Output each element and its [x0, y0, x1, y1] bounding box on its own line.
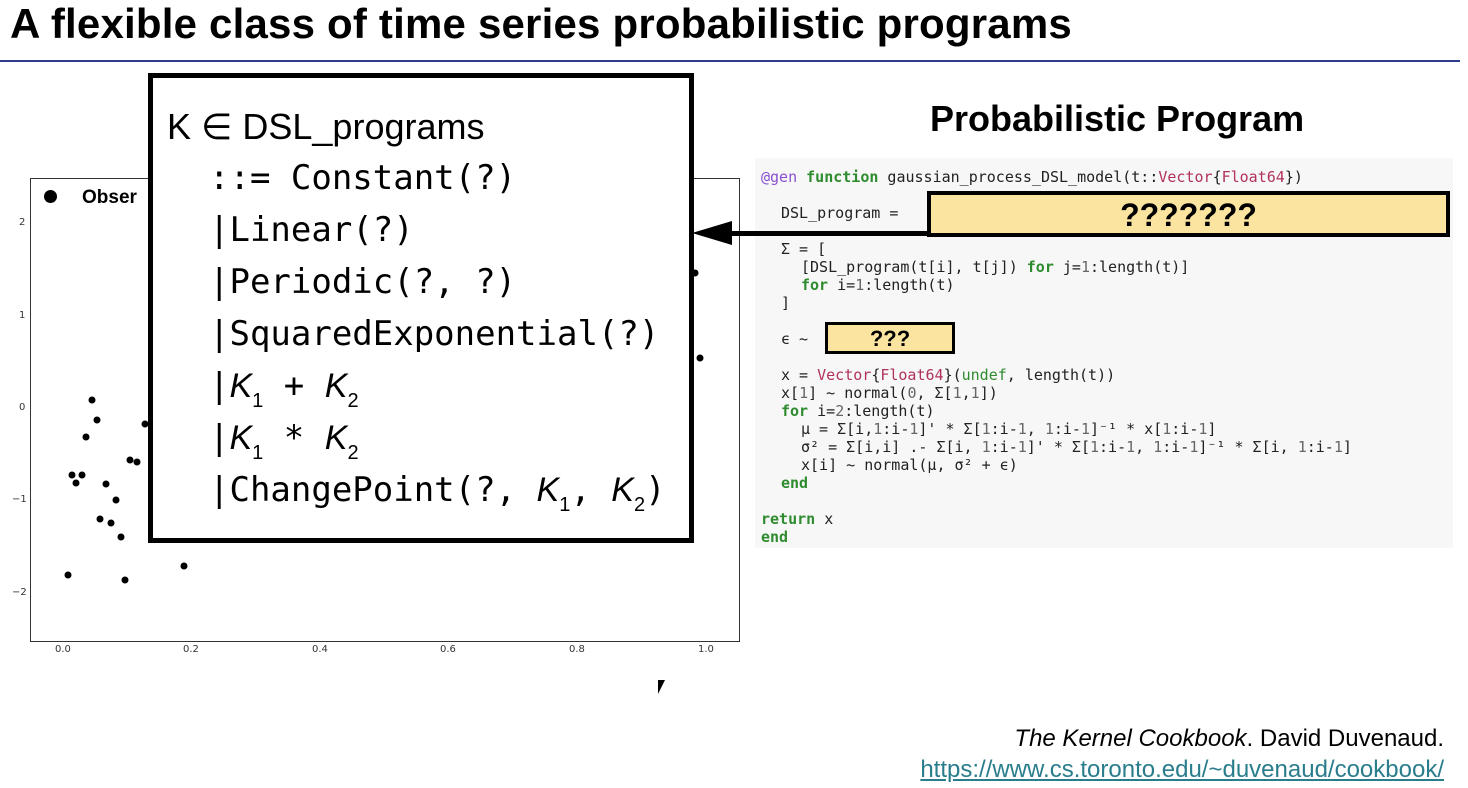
code-line: for i=2:length(t): [781, 402, 935, 420]
y-tick-label: 0: [19, 402, 26, 413]
code-line: ]: [781, 294, 791, 312]
dsl-program-placeholder: ???????: [927, 191, 1450, 237]
data-point: [117, 533, 125, 541]
code-line: end: [761, 528, 789, 546]
data-point: [180, 562, 188, 570]
legend-label: Obser: [82, 187, 137, 208]
x-tick-label: 0.6: [440, 644, 456, 655]
code-line: ϵ ~: [781, 330, 809, 348]
data-point: [96, 515, 104, 523]
data-point: [112, 496, 120, 504]
grammar-box: K ∈ DSL_programs ::= Constant(?) |Linear…: [148, 73, 694, 543]
grammar-rule-linear: |Linear(?): [209, 210, 414, 250]
code-line: μ = Σ[i,1:i-1]' * Σ[1:i-1, 1:i-1]⁻¹ * x[…: [801, 420, 1217, 438]
data-point: [64, 571, 72, 579]
y-tick-label: 1: [19, 310, 26, 321]
grammar-head: K ∈ DSL_programs: [167, 106, 485, 147]
y-tick-label: −1: [12, 494, 27, 505]
mouse-cursor-icon: [658, 680, 669, 694]
slide-title: A flexible class of time series probabil…: [10, 0, 1072, 47]
data-point: [126, 456, 134, 464]
cookbook-link[interactable]: https://www.cs.toronto.edu/~duvenaud/coo…: [920, 756, 1444, 783]
title-divider: [0, 60, 1460, 62]
data-point: [696, 354, 704, 362]
code-line: @gen function gaussian_process_DSL_model…: [761, 168, 1303, 186]
x-tick-label: 0.8: [569, 644, 585, 655]
probabilistic-program-title: Probabilistic Program: [930, 98, 1305, 139]
times-operator: *: [283, 418, 305, 458]
y-tick-label: 2: [19, 217, 26, 228]
grammar-rule-changepoint: |ChangePoint(?, K1, K2): [209, 470, 666, 516]
code-line: x = Vector{Float64}(undef, length(t)): [781, 366, 1116, 384]
data-point: [121, 576, 129, 584]
data-point: [107, 519, 115, 527]
citation: The Kernel Cookbook. David Duvenaud.: [1014, 725, 1444, 753]
code-line: end: [781, 474, 809, 492]
data-point: [141, 420, 149, 428]
citation-book: The Kernel Cookbook: [1014, 725, 1247, 752]
data-point: [88, 396, 96, 404]
code-line: x[i] ~ normal(μ, σ² + ϵ): [801, 456, 1018, 474]
y-tick-label: −2: [12, 587, 27, 598]
code-line: [DSL_program(t[i], t[j]) for j=1:length(…: [801, 258, 1190, 276]
data-point: [82, 433, 90, 441]
grammar-rule-product: |K1 * K2: [209, 418, 359, 464]
data-point: [78, 471, 86, 479]
data-point: [72, 479, 80, 487]
plus-operator: +: [283, 366, 305, 406]
x-tick-label: 1.0: [698, 644, 714, 655]
data-point: [68, 471, 76, 479]
data-point: [102, 480, 110, 488]
data-point: [691, 269, 699, 277]
arrow-shaft: [730, 231, 928, 236]
grammar-rule-periodic: |Periodic(?, ?): [209, 262, 517, 302]
data-point: [133, 458, 141, 466]
x-tick-label: 0.0: [55, 644, 71, 655]
grammar-rule-constant: ::= Constant(?): [209, 158, 517, 198]
changepoint-prefix: |ChangePoint(?,: [209, 470, 537, 510]
code-line: x[1] ~ normal(0, Σ[1,1]): [781, 384, 998, 402]
code-line: return x: [761, 510, 834, 528]
grammar-rule-se: |SquaredExponential(?): [209, 314, 660, 354]
code-line: for i=1:length(t): [801, 276, 955, 294]
code-line: Σ = [: [781, 240, 827, 258]
code-line: DSL_program =: [781, 204, 899, 222]
x-tick-label: 0.4: [312, 644, 328, 655]
data-point: [93, 416, 101, 424]
arrow-left-icon: [692, 221, 732, 245]
code-line: σ² = Σ[i,i] .- Σ[i, 1:i-1]' * Σ[1:i-1, 1…: [801, 438, 1352, 456]
x-tick-label: 0.2: [183, 644, 199, 655]
legend-marker: [44, 190, 57, 203]
citation-author: . David Duvenaud.: [1246, 725, 1444, 752]
noise-placeholder: ???: [825, 322, 955, 354]
grammar-rule-sum: |K1 + K2: [209, 366, 359, 412]
